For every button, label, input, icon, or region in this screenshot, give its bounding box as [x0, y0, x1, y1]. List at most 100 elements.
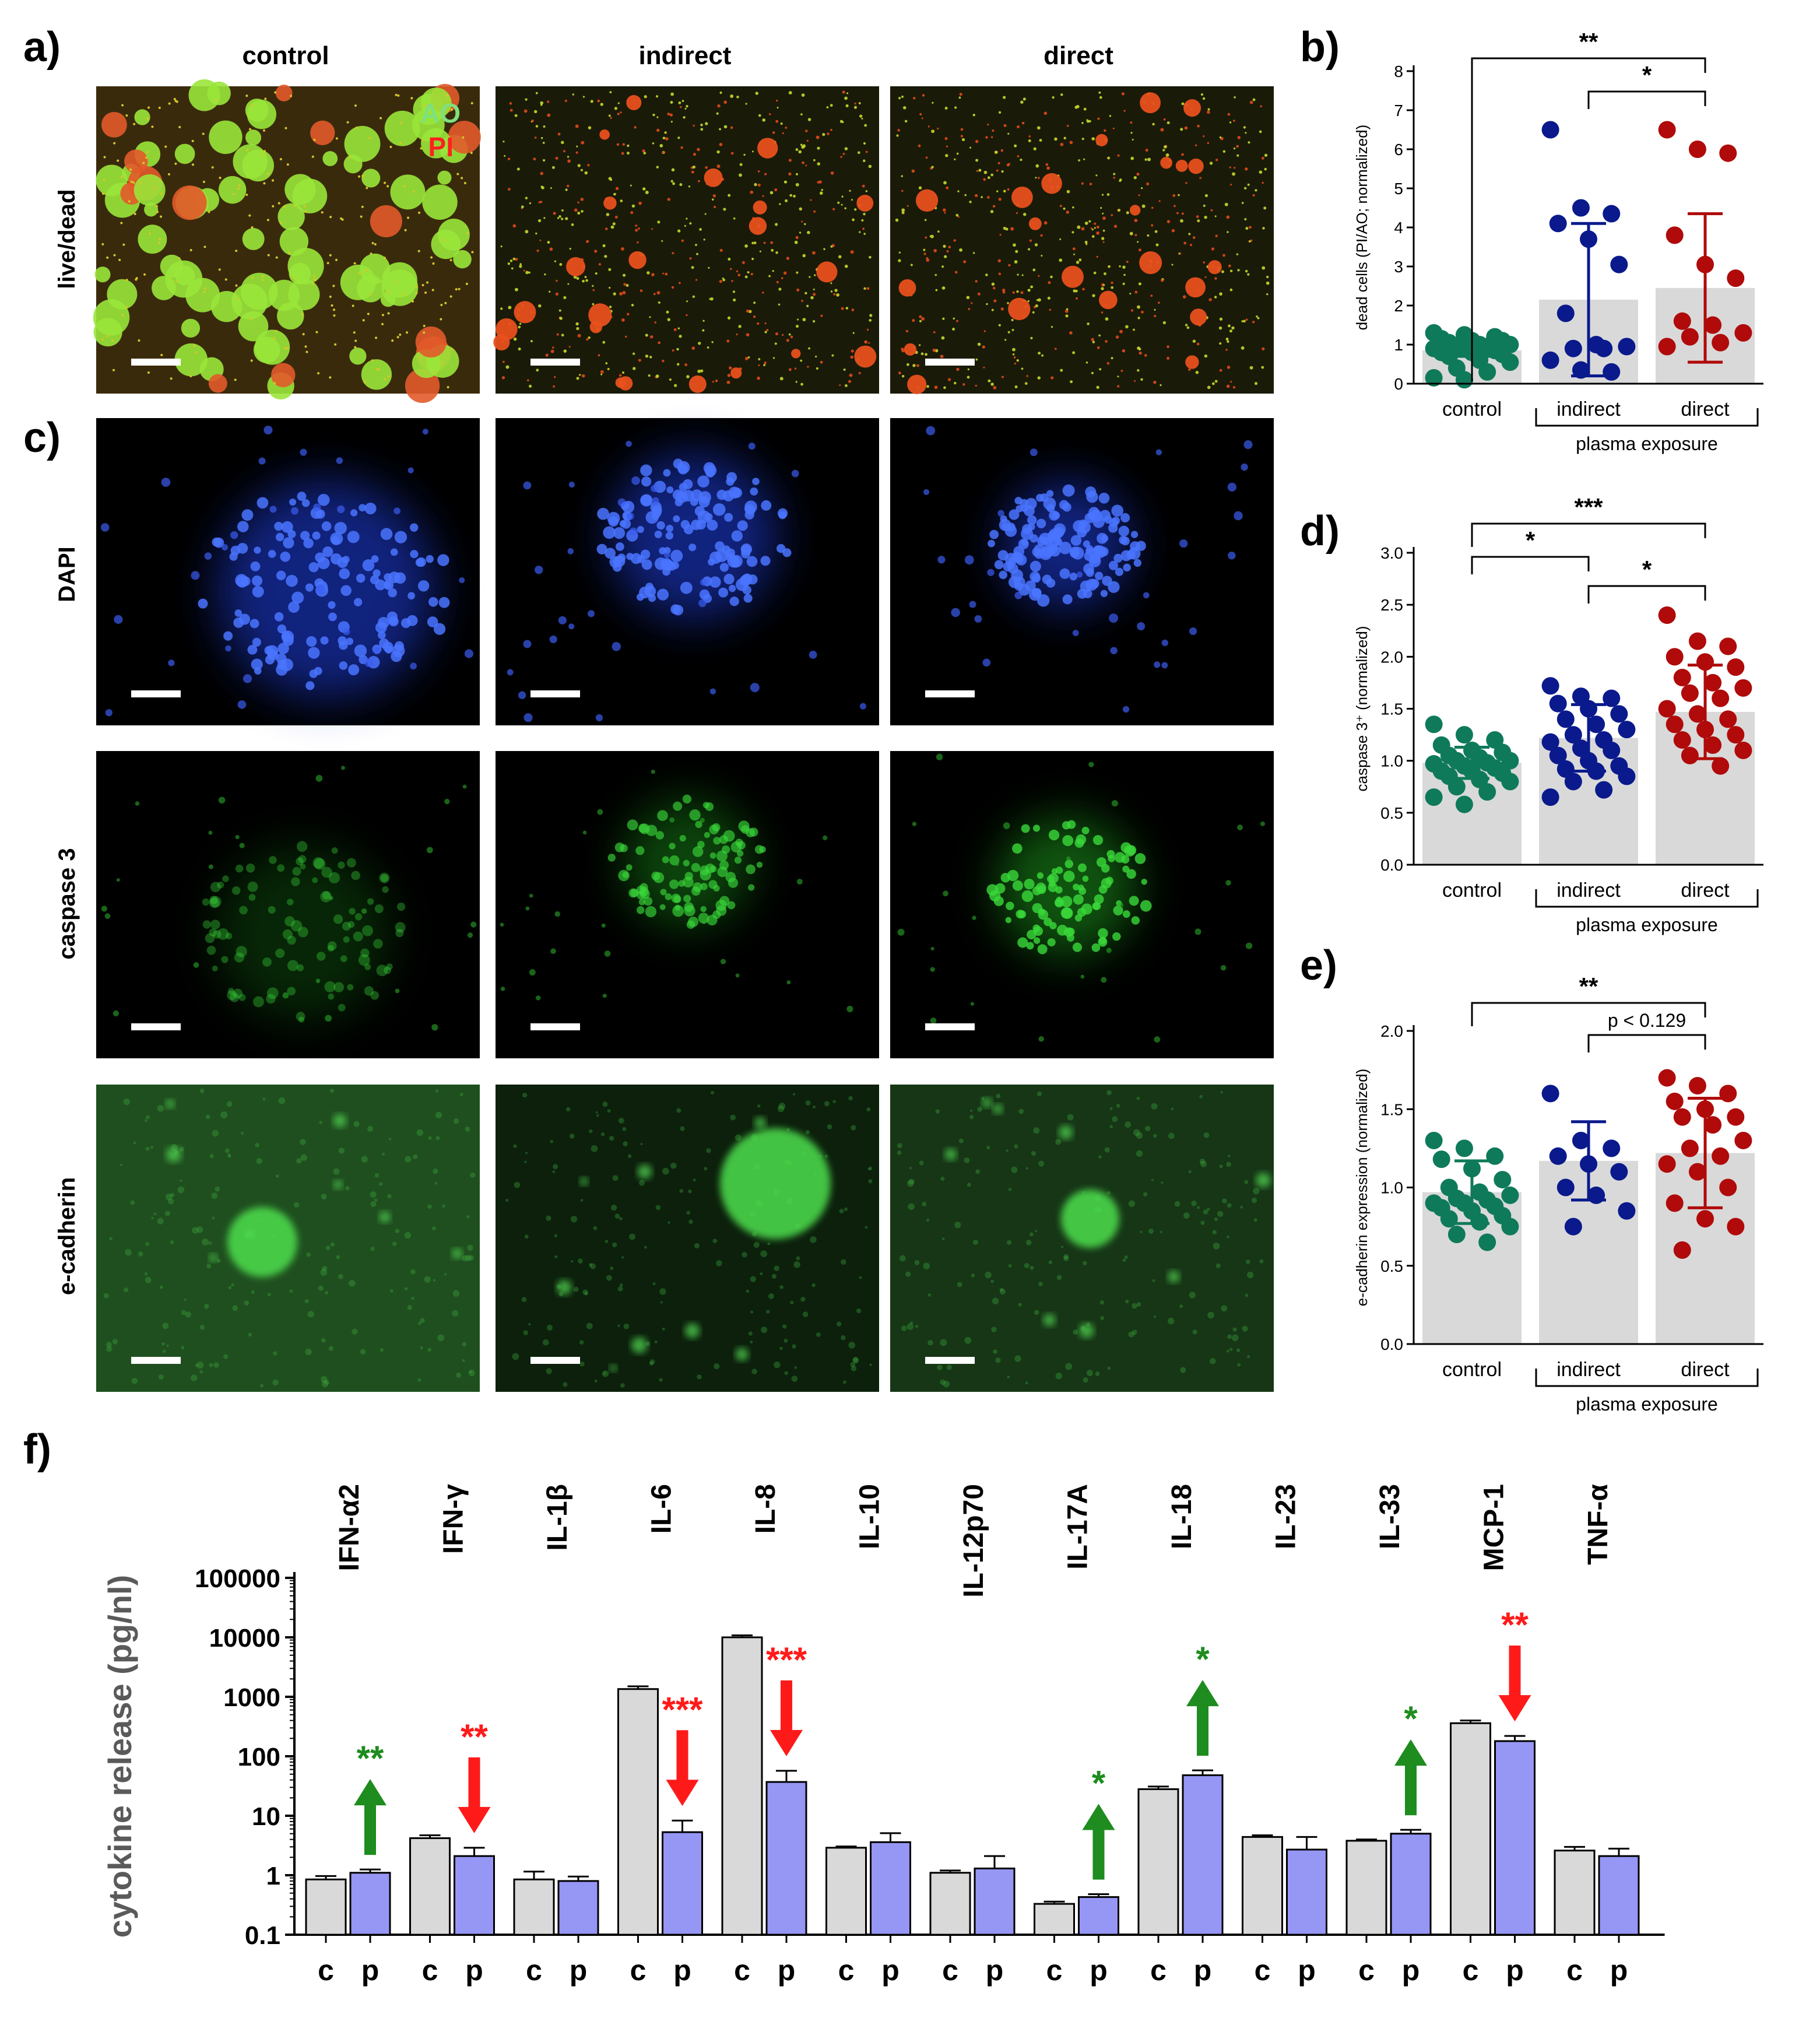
- speckle: [449, 295, 452, 298]
- nucleus: [1046, 578, 1056, 588]
- speckle: [846, 92, 849, 94]
- nucleus: [645, 511, 659, 524]
- spheroid: [720, 1128, 831, 1239]
- speckle: [944, 255, 947, 258]
- speckle: [1087, 322, 1090, 325]
- speckle: [426, 281, 429, 284]
- speckle: [552, 1170, 556, 1173]
- speckle: [546, 1215, 551, 1221]
- data-point-indirect: [1557, 304, 1575, 322]
- speckle: [969, 1109, 973, 1113]
- speckle: [997, 259, 1002, 262]
- caspase-cell: [695, 820, 702, 829]
- cytokine-label: TNF-α: [1583, 1484, 1614, 1565]
- speckle: [807, 231, 810, 234]
- speckle: [124, 1287, 129, 1293]
- speckle: [112, 1339, 118, 1345]
- nucleus: [237, 700, 247, 709]
- speckle: [678, 101, 681, 104]
- speckle: [315, 774, 323, 782]
- speckle: [1262, 181, 1264, 184]
- speckle: [1133, 176, 1137, 180]
- speckle: [503, 141, 505, 143]
- caspase-cell: [1027, 929, 1037, 940]
- speckle: [777, 1105, 785, 1113]
- nucleus: [673, 515, 680, 522]
- nucleus: [1062, 594, 1073, 605]
- speckle: [1016, 359, 1019, 362]
- bar-c: [1137, 1788, 1179, 1936]
- data-point-indirect: [1595, 339, 1613, 357]
- caspase-cell: [1078, 863, 1087, 872]
- speckle: [417, 250, 420, 252]
- speckle: [410, 97, 413, 100]
- speckle: [619, 1283, 623, 1287]
- speckle: [962, 383, 965, 386]
- speckle: [983, 178, 986, 181]
- nucleus: [617, 498, 626, 507]
- caspase-cell: [1078, 887, 1087, 895]
- speckle: [799, 231, 802, 234]
- speckle: [304, 210, 307, 213]
- speckle: [1012, 348, 1016, 352]
- speckle: [180, 1179, 182, 1182]
- caspase-cell: [708, 880, 718, 889]
- speckle: [329, 896, 333, 900]
- speckle: [781, 334, 784, 336]
- speckle: [1262, 266, 1266, 270]
- dead-cell: [493, 334, 510, 351]
- speckle: [388, 1138, 392, 1141]
- y-tick-label: 0.0: [1380, 856, 1403, 874]
- speckle: [621, 318, 625, 322]
- dead-cell: [1028, 217, 1042, 230]
- nucleus: [1000, 515, 1007, 522]
- speckle: [941, 286, 946, 290]
- speckle: [575, 124, 579, 128]
- speckle: [1252, 194, 1255, 197]
- speckle: [1257, 317, 1260, 320]
- speckle: [964, 194, 967, 197]
- speckle: [559, 317, 563, 320]
- micrograph-haze: [496, 86, 879, 394]
- nucleus: [258, 457, 266, 465]
- cell: [101, 111, 127, 138]
- speckle: [993, 1104, 1003, 1114]
- speckle: [1059, 205, 1062, 208]
- speckle: [702, 329, 705, 332]
- speckle: [580, 198, 584, 201]
- data-point-direct: [1688, 705, 1706, 723]
- speckle: [684, 224, 686, 227]
- speckle: [1099, 368, 1102, 371]
- speckle: [514, 287, 518, 292]
- speckle: [851, 308, 855, 311]
- speckle: [676, 348, 679, 351]
- speckle: [1092, 294, 1095, 297]
- speckle: [1111, 286, 1114, 289]
- speckle: [1102, 229, 1105, 232]
- speckle: [602, 1101, 608, 1107]
- nucleus: [286, 574, 298, 587]
- speckle: [547, 113, 551, 117]
- speckle: [1215, 159, 1218, 162]
- speckle: [623, 1323, 630, 1329]
- speckle: [669, 113, 673, 117]
- speckle: [121, 314, 124, 317]
- speckle: [650, 335, 653, 339]
- speckle: [672, 182, 675, 185]
- speckle: [954, 158, 956, 160]
- speckle: [582, 279, 585, 283]
- caspase-cell: [995, 883, 1006, 894]
- speckle: [975, 1169, 981, 1174]
- speckle: [328, 1346, 333, 1351]
- nucleus: [1108, 581, 1120, 593]
- speckle: [652, 1282, 656, 1286]
- significance-label: *: [1642, 556, 1652, 583]
- y-tick-label: 2.0: [1380, 1022, 1403, 1040]
- nucleus: [1108, 560, 1119, 570]
- speckle: [1095, 174, 1098, 177]
- y-tick-label: 0.0: [1380, 1335, 1403, 1353]
- speckle: [834, 289, 838, 292]
- speckle: [133, 1141, 136, 1145]
- speckle: [802, 318, 806, 322]
- dead-cell: [1011, 187, 1033, 208]
